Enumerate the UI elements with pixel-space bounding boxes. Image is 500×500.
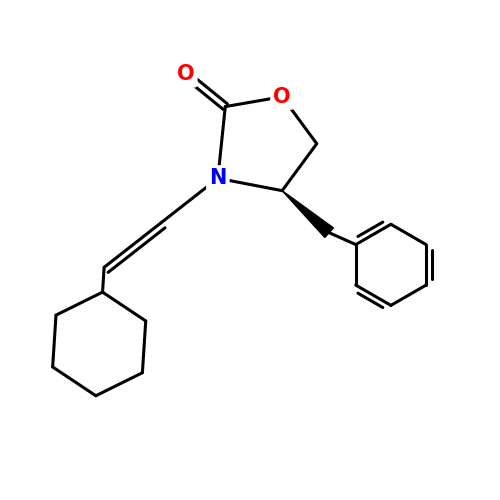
Polygon shape xyxy=(282,190,334,238)
Text: O: O xyxy=(177,64,194,84)
Text: O: O xyxy=(274,86,291,106)
Text: N: N xyxy=(209,168,226,188)
